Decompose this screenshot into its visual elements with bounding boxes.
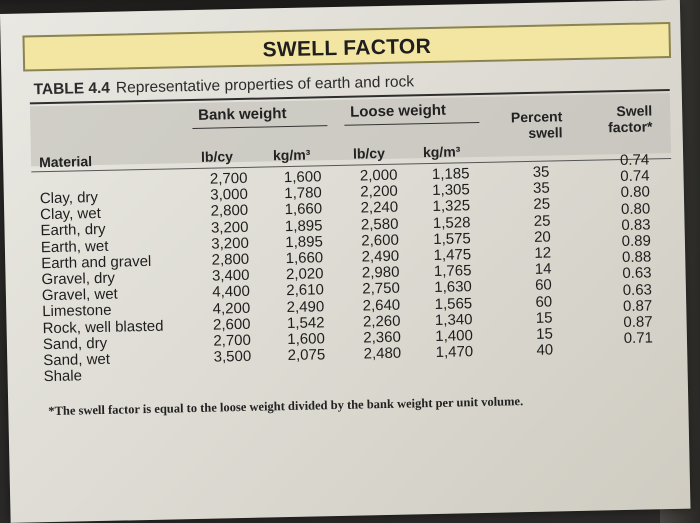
table-cell: 4,400 [212,283,251,301]
table-cell: 60 [535,293,553,311]
table-cell: 0.71 [623,329,654,348]
header-swell-line1: Swell [616,102,653,120]
table-cell: Shale [43,367,83,386]
group-header-bank: Bank weight [197,105,287,124]
table-cell: 2,800 [210,202,249,221]
header-material: Material [38,153,93,171]
column-loose-kgm3: 1,185 1,305 1,325 1,528 1,575 1,475 1,765 1,630… [413,165,474,362]
table-cell: 2,480 [363,344,402,363]
header-loose-kgm3: kg/m³ [422,143,461,161]
header-loose-lbcy: lb/cy [352,144,386,162]
column-bank-kgm3: 1,600 1,780 1,660 1,895 1,895 1,660 2,020 2,610… [265,168,326,365]
column-material: Clay, dry Clay, wet Earth, dry Earth, wet Ea… [40,188,204,386]
group-header-loose: Loose weight [349,101,447,121]
table-cell: 2,075 [287,346,326,365]
table-cell: 25 [533,212,551,230]
table-cell: 3,500 [213,347,252,366]
table-cell: 0.63 [622,264,652,283]
table-cell: 0.80 [620,183,651,202]
header-percent-line2: swell [528,124,563,141]
table-cell: 25 [533,195,551,214]
table-cell: 40 [536,341,554,359]
table-cell: 1,660 [284,200,323,219]
table-title: Representative properties of earth and r… [115,73,415,97]
table-cell: 1,470 [435,343,474,362]
table-cell: 2,750 [362,280,401,298]
column-swell-factor: 0.74 0.74 0.80 0.80 0.83 0.89 0.88 0.63 0.63 0.87… [599,151,654,348]
table-cell: 2,240 [360,199,399,217]
table-cell: 1,325 [432,197,471,216]
header-bank-lbcy: lb/cy [200,148,234,165]
title-banner: SWELL FACTOR [22,21,672,72]
column-loose-lbcy: 2,000 2,200 2,240 2,580 2,600 2,490 2,980 2,750… [341,167,402,363]
header-swell-line2: factor* [607,118,653,136]
footnote-text: The swell factor is equal to the loose w… [54,394,524,418]
table-cell: 60 [534,276,552,295]
table-cell: 1,630 [434,278,472,297]
table-label: TABLE 4.4 [33,79,111,99]
footnote: *The swell factor is equal to the loose … [48,394,523,419]
table-cell: 2,610 [286,281,325,300]
column-percent-swell: 35 35 25 25 20 12 14 60 60 15 15 40 [509,164,554,360]
banner-title: SWELL FACTOR [262,34,432,62]
column-bank-lbcy: 2,700 3,000 2,800 3,200 3,200 2,800 3,400 4,400… [193,170,252,366]
header-bank-kgm3: kg/m³ [272,146,311,164]
header-percent-line1: Percent [510,108,563,126]
